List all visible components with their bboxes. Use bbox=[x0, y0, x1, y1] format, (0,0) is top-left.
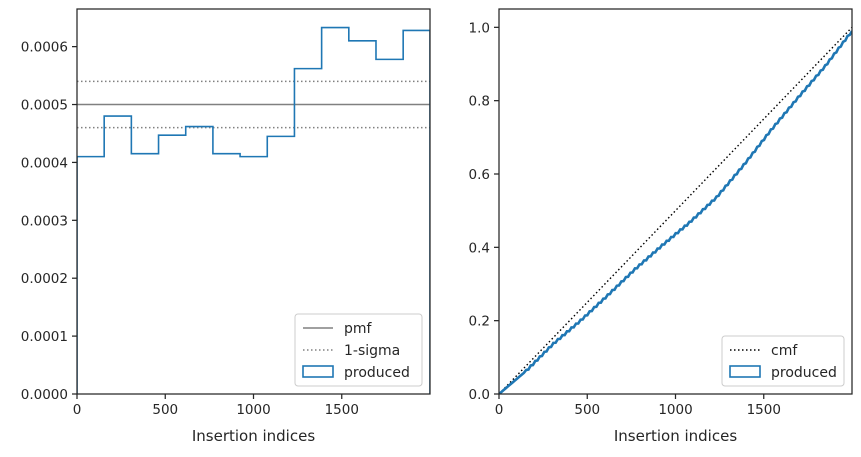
left-legend-label: pmf bbox=[344, 321, 373, 337]
left-y-tick-label: 0.0002 bbox=[21, 271, 68, 287]
right-x-tick-label: 1000 bbox=[658, 402, 692, 418]
produced-histogram bbox=[77, 26, 430, 394]
right-x-tick-label: 0 bbox=[495, 402, 504, 418]
left-x-tick-label: 1000 bbox=[236, 402, 270, 418]
left-x-tick-label: 500 bbox=[152, 402, 178, 418]
left-y-tick-label: 0.0005 bbox=[21, 98, 68, 114]
right-legend-box bbox=[721, 335, 845, 387]
right-x-tick-label: 1500 bbox=[747, 402, 781, 418]
right-panel: 0 500 1000 1500 0.0 0.2 0.4 0.6 0.8 1.0 Insertion … bbox=[469, 8, 853, 445]
left-y-tick-label: 0.0001 bbox=[21, 329, 68, 345]
right-y-tick-label: 0.0 bbox=[469, 387, 490, 403]
left-legend-produced-handle bbox=[302, 365, 334, 378]
left-panel: 0 500 1000 1500 0.0000 0.0001 0.0002 0.0003 0.00… bbox=[21, 8, 431, 445]
left-y-tick-label: 0.0000 bbox=[21, 387, 68, 403]
left-y-tick-label: 0.0004 bbox=[21, 155, 68, 171]
right-x-axis-label: Insertion indices bbox=[614, 427, 737, 445]
right-legend: cmf produced bbox=[721, 335, 845, 387]
right-y-tick-label: 0.6 bbox=[469, 167, 490, 183]
right-y-tick-label: 0.4 bbox=[469, 240, 490, 256]
left-legend: pmf 1-sigma produced bbox=[294, 313, 423, 387]
left-y-tick-label: 0.0006 bbox=[21, 40, 68, 56]
left-x-tick-label: 1500 bbox=[325, 402, 359, 418]
right-legend-produced-handle bbox=[729, 365, 761, 378]
left-x-axis-label: Insertion indices bbox=[192, 427, 315, 445]
left-legend-label: 1-sigma bbox=[344, 343, 400, 359]
left-legend-box bbox=[294, 313, 423, 387]
left-x-tick-label: 0 bbox=[73, 402, 82, 418]
right-legend-label: cmf bbox=[771, 343, 798, 359]
right-plot-area bbox=[499, 26, 852, 394]
produced-cumulative-line bbox=[499, 30, 852, 394]
cmf-line bbox=[499, 26, 852, 394]
right-y-tick-label: 0.2 bbox=[469, 314, 490, 330]
right-y-tick-label: 0.8 bbox=[469, 94, 490, 110]
left-y-tick-label: 0.0003 bbox=[21, 213, 68, 229]
right-x-tick-label: 500 bbox=[574, 402, 600, 418]
right-y-tick-label: 1.0 bbox=[469, 20, 490, 36]
left-legend-label: produced bbox=[344, 365, 410, 381]
right-legend-label: produced bbox=[771, 365, 837, 381]
left-plot-area bbox=[77, 26, 430, 394]
